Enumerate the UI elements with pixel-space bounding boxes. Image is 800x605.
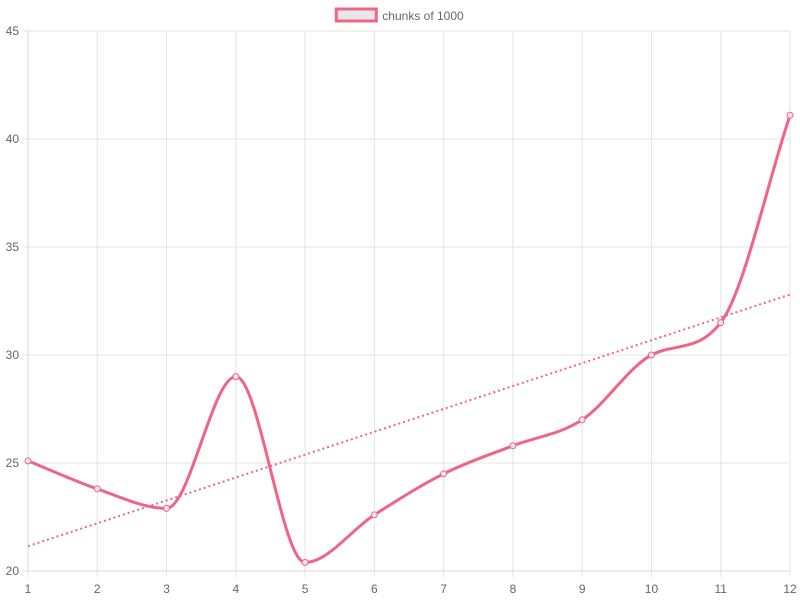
series — [24, 111, 794, 566]
data-point[interactable] — [24, 457, 32, 465]
x-tick-label: 11 — [714, 582, 727, 596]
data-point[interactable] — [93, 485, 101, 493]
x-tick-label: 7 — [440, 582, 447, 596]
y-tick-label: 30 — [6, 348, 20, 362]
x-tick-label: 5 — [302, 582, 309, 596]
y-tick-label: 35 — [6, 240, 20, 254]
x-tick-label: 4 — [232, 582, 239, 596]
data-point[interactable] — [647, 351, 655, 359]
x-tick-label: 12 — [783, 582, 797, 596]
data-point[interactable] — [440, 470, 448, 478]
x-tick-label: 6 — [371, 582, 378, 596]
trendline-line — [27, 293, 791, 548]
legend-label[interactable]: chunks of 1000 — [382, 9, 464, 23]
x-tick-label: 2 — [94, 582, 101, 596]
x-tick-label: 10 — [645, 582, 659, 596]
data-point[interactable] — [717, 319, 725, 327]
trendline — [27, 293, 791, 548]
y-tick-label: 45 — [6, 24, 20, 38]
x-tick-label: 8 — [510, 582, 517, 596]
x-tick-label: 9 — [579, 582, 586, 596]
data-point[interactable] — [578, 416, 586, 424]
data-point[interactable] — [370, 511, 378, 519]
legend-swatch[interactable] — [334, 7, 378, 23]
data-point[interactable] — [163, 504, 171, 512]
y-tick-label: 25 — [6, 456, 20, 470]
legend[interactable]: chunks of 1000 — [334, 7, 464, 23]
data-point[interactable] — [786, 111, 794, 119]
y-tick-label: 40 — [6, 132, 20, 146]
data-point[interactable] — [301, 558, 309, 566]
series-line — [26, 113, 792, 564]
x-tick-label: 1 — [25, 582, 32, 596]
data-point[interactable] — [232, 373, 240, 381]
data-point[interactable] — [509, 442, 517, 450]
y-tick-label: 20 — [6, 564, 20, 578]
x-tick-label: 3 — [163, 582, 170, 596]
